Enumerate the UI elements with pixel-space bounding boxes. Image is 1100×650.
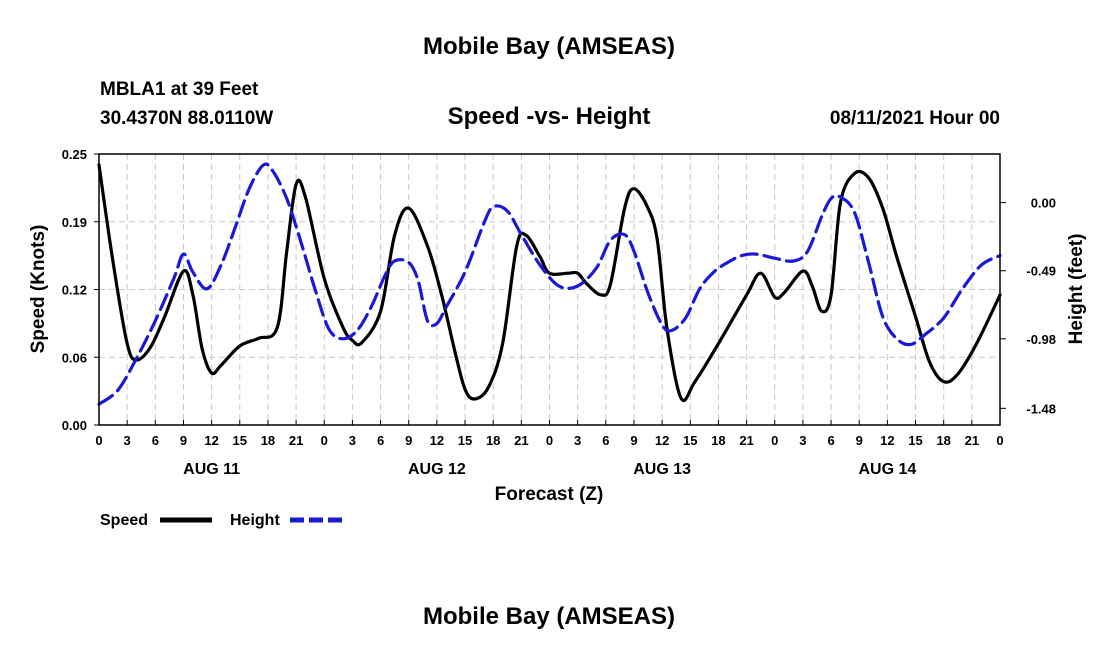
y-right-tick-label: -0.98 <box>1026 332 1056 347</box>
x-axis-label: Forecast (Z) <box>495 484 604 505</box>
x-tick-label: 21 <box>289 433 303 448</box>
y-right-tick-label: -1.48 <box>1026 401 1056 416</box>
x-tick-label: 0 <box>771 433 778 448</box>
legend: Speed Height <box>100 512 342 529</box>
x-tick-label: 18 <box>261 433 275 448</box>
y-left-tick-label: 0.19 <box>62 215 87 230</box>
x-tick-label: 21 <box>514 433 528 448</box>
day-label: AUG 14 <box>858 461 916 478</box>
y-left-tick-label: 0.06 <box>62 350 87 365</box>
x-tick-label: 12 <box>880 433 894 448</box>
y-axis-right-label: Height (feet) <box>1066 234 1087 345</box>
x-tick-label: 9 <box>630 433 637 448</box>
x-tick-label: 0 <box>996 433 1003 448</box>
chart-title: Speed -vs- Height <box>448 103 651 130</box>
x-tick-label: 3 <box>349 433 356 448</box>
x-tick-label: 6 <box>377 433 384 448</box>
x-tick-label: 3 <box>124 433 131 448</box>
x-tick-label: 18 <box>711 433 725 448</box>
y-axis-left-label: Speed (Knots) <box>28 225 49 354</box>
station-name: MBLA1 at 39 Feet <box>100 79 259 100</box>
x-tick-label: 18 <box>486 433 500 448</box>
speed-series-line <box>97 163 1002 403</box>
day-label: AUG 13 <box>633 461 691 478</box>
x-tick-label: 0 <box>321 433 328 448</box>
x-tick-label: 6 <box>827 433 834 448</box>
top-title: Mobile Bay (AMSEAS) <box>423 33 675 60</box>
x-tick-label: 12 <box>430 433 444 448</box>
day-label: AUG 12 <box>408 461 466 478</box>
x-tick-label: 3 <box>799 433 806 448</box>
x-tick-label: 15 <box>458 433 472 448</box>
x-tick-label: 0 <box>95 433 102 448</box>
y-left-tick-label: 0.12 <box>62 283 87 298</box>
data-series <box>97 162 1002 406</box>
bottom-title: Mobile Bay (AMSEAS) <box>423 603 675 630</box>
y-right-tick-label: 0.00 <box>1031 196 1056 211</box>
y-right-tick-label: -0.49 <box>1026 264 1056 279</box>
x-tick-label: 18 <box>936 433 950 448</box>
height-series-line <box>97 162 1002 406</box>
axis-ticks: 0 3 6 9 12 15 18 21 0 3 6 9 12 15 18 21 0 3 6 9 12 15 18 21 0 3 6 9… <box>62 147 1056 478</box>
x-tick-label: 21 <box>965 433 979 448</box>
y-left-tick-label: 0.00 <box>62 418 87 433</box>
x-tick-label: 15 <box>908 433 922 448</box>
day-label: AUG 11 <box>183 461 240 478</box>
x-tick-label: 0 <box>546 433 553 448</box>
x-tick-label: 21 <box>739 433 753 448</box>
station-coordinates: 30.4370N 88.0110W <box>100 108 273 129</box>
x-tick-label: 9 <box>405 433 412 448</box>
x-tick-label: 9 <box>856 433 863 448</box>
x-tick-label: 3 <box>574 433 581 448</box>
x-tick-label: 15 <box>683 433 697 448</box>
x-tick-label: 12 <box>655 433 669 448</box>
x-tick-label: 12 <box>204 433 218 448</box>
y-left-tick-label: 0.25 <box>62 147 87 162</box>
x-tick-label: 15 <box>233 433 247 448</box>
x-tick-label: 6 <box>152 433 159 448</box>
x-tick-label: 6 <box>602 433 609 448</box>
x-tick-label: 9 <box>180 433 187 448</box>
legend-speed-label: Speed <box>100 512 148 529</box>
grid-lines <box>99 154 1000 425</box>
forecast-issued-time: 08/11/2021 Hour 00 <box>830 108 1000 129</box>
legend-height-label: Height <box>230 512 280 529</box>
